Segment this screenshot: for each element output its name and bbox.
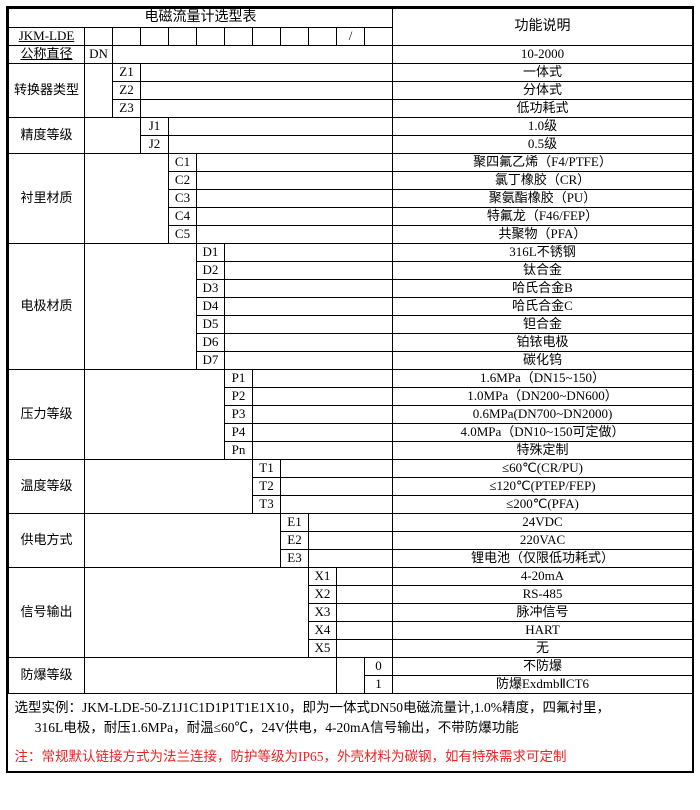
header-title: 电磁流量计选型表	[9, 9, 393, 28]
selection-table: 电磁流量计选型表 功能说明 JKM-LDE / 公称直径 DN 10-2000 …	[6, 6, 694, 773]
row-ex-label: 防爆等级	[9, 658, 85, 694]
row-conv-label: 转换器类型	[9, 64, 85, 118]
row-dn-code: DN	[85, 46, 113, 64]
row-elec-label: 电极材质	[9, 244, 85, 370]
header-func: 功能说明	[393, 9, 693, 46]
table: 电磁流量计选型表 功能说明 JKM-LDE / 公称直径 DN 10-2000 …	[8, 8, 693, 771]
footer-example: 选型实例：JKM-LDE-50-Z1J1C1D1P1T1E1X10，即为一体式D…	[9, 694, 693, 743]
slash-cell: /	[337, 28, 365, 46]
row-sig-label: 信号输出	[9, 568, 85, 658]
row-lining-label: 衬里材质	[9, 154, 85, 244]
row-power-label: 供电方式	[9, 514, 85, 568]
footer-note: 注：常规默认链接方式为法兰连接，防护等级为IP65，外壳材料为碳钢，如有特殊需求…	[9, 743, 693, 771]
row-temp-label: 温度等级	[9, 460, 85, 514]
row-press-label: 压力等级	[9, 370, 85, 460]
row-dn-desc: 10-2000	[393, 46, 693, 64]
row-acc-label: 精度等级	[9, 118, 85, 154]
model-cell: JKM-LDE	[9, 28, 85, 46]
row-dn-label: 公称直径	[9, 46, 85, 64]
